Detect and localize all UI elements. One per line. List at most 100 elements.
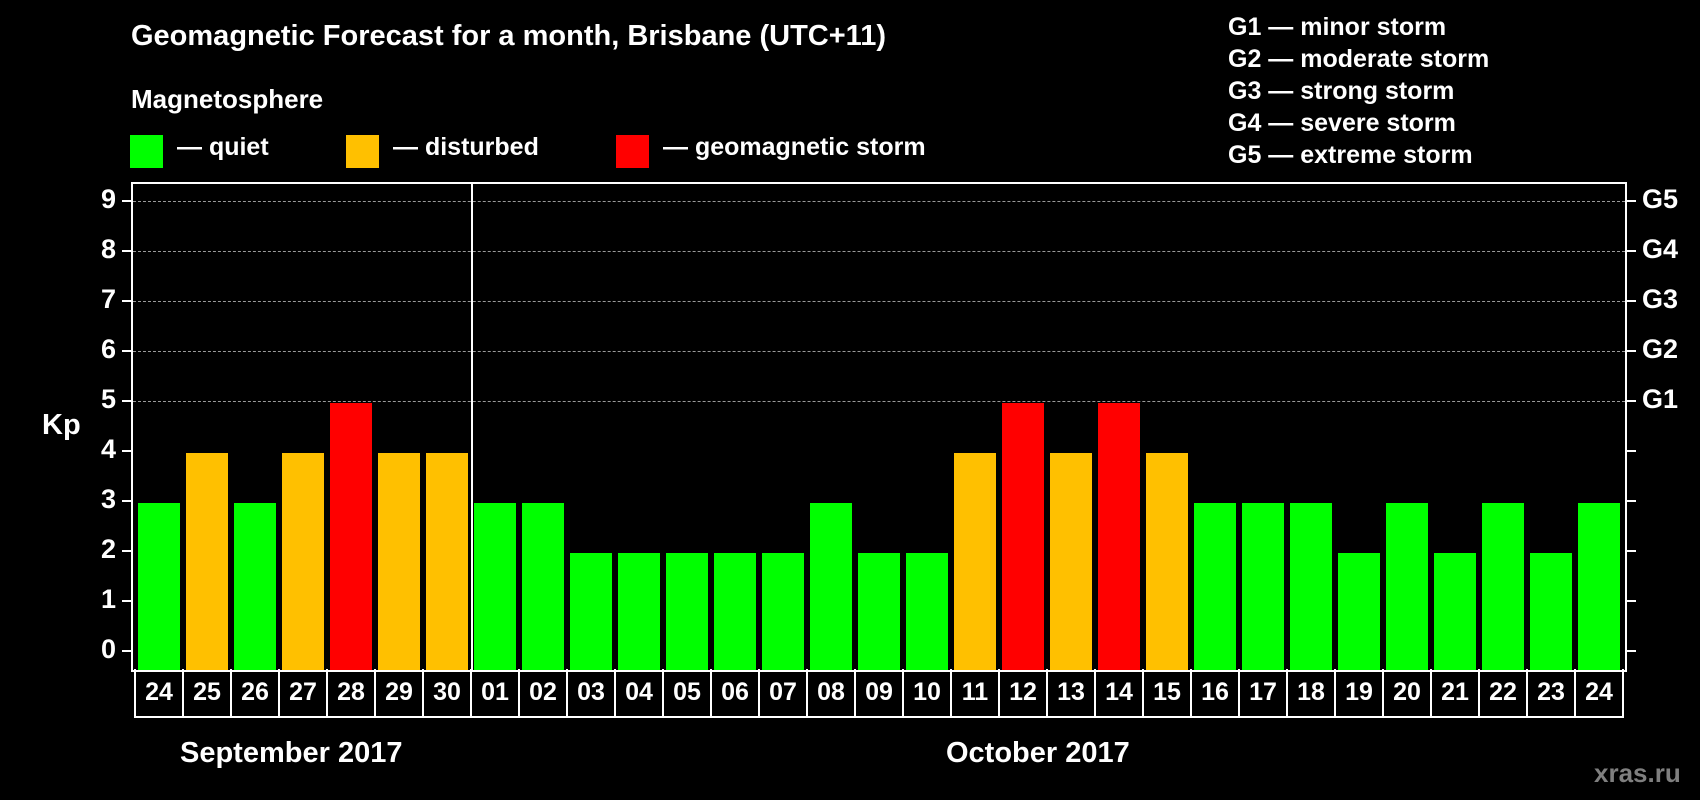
- bar-quiet: [666, 553, 708, 670]
- day-label: 21: [1432, 669, 1480, 716]
- storm-scale-g2: G2 — moderate storm: [1228, 45, 1490, 73]
- day-label: 07: [760, 669, 808, 716]
- legend-swatch-disturbed: [346, 135, 379, 168]
- bar-quiet: [234, 503, 276, 670]
- y-tick-right: [1627, 600, 1636, 602]
- bar-disturbed: [954, 453, 996, 670]
- bar-storm: [330, 403, 372, 670]
- g-scale-label-g5: G5: [1642, 184, 1679, 214]
- gridline-9: [133, 201, 1625, 202]
- legend-label-disturbed: — disturbed: [393, 133, 539, 161]
- y-tick-label: 9: [100, 184, 116, 214]
- y-tick-label: 4: [100, 434, 116, 464]
- day-label: 28: [328, 669, 376, 716]
- y-tick-label: 6: [100, 334, 116, 364]
- legend-swatch-storm: [616, 135, 649, 168]
- y-tick-right: [1627, 500, 1636, 502]
- y-tick: [122, 300, 131, 302]
- bar-quiet: [762, 553, 804, 670]
- gridline-6: [133, 351, 1625, 352]
- bar-storm: [1098, 403, 1140, 670]
- day-label: 05: [664, 669, 712, 716]
- bar-disturbed: [186, 453, 228, 670]
- y-tick-right: [1627, 450, 1636, 452]
- y-tick-label: 2: [100, 534, 116, 564]
- bar-quiet: [1194, 503, 1236, 670]
- y-tick-label: 8: [100, 234, 116, 264]
- y-tick: [122, 550, 131, 552]
- day-label: 17: [1240, 669, 1288, 716]
- y-tick-right: [1627, 300, 1636, 302]
- bar-quiet: [570, 553, 612, 670]
- y-tick-right: [1627, 250, 1636, 252]
- y-tick: [122, 500, 131, 502]
- day-label: 23: [1528, 669, 1576, 716]
- bar-disturbed: [378, 453, 420, 670]
- day-label: 01: [472, 669, 520, 716]
- day-label: 12: [1000, 669, 1048, 716]
- g-scale-label-g1: G1: [1642, 384, 1679, 414]
- bar-quiet: [714, 553, 756, 670]
- g-scale-label-g2: G2: [1642, 334, 1679, 364]
- storm-scale-g3: G3 — strong storm: [1228, 77, 1455, 105]
- month-label-september: September 2017: [180, 737, 403, 769]
- y-tick: [122, 200, 131, 202]
- bar-disturbed: [426, 453, 468, 670]
- y-tick-right: [1627, 550, 1636, 552]
- bar-quiet: [1578, 503, 1620, 670]
- gridline-5: [133, 401, 1625, 402]
- y-tick: [122, 650, 131, 652]
- y-tick-label: 3: [100, 484, 116, 514]
- day-label: 08: [808, 669, 856, 716]
- bar-quiet: [618, 553, 660, 670]
- day-label: 02: [520, 669, 568, 716]
- day-label: 10: [904, 669, 952, 716]
- bar-quiet: [522, 503, 564, 670]
- y-tick: [122, 250, 131, 252]
- y-tick-right: [1627, 650, 1636, 652]
- y-tick: [122, 350, 131, 352]
- day-label: 26: [232, 669, 280, 716]
- bar-disturbed: [282, 453, 324, 670]
- day-label: 24: [1576, 669, 1624, 716]
- y-tick-label: 0: [100, 634, 116, 664]
- bar-quiet: [1386, 503, 1428, 670]
- day-label: 06: [712, 669, 760, 716]
- legend-swatch-quiet: [130, 135, 163, 168]
- bar-quiet: [474, 503, 516, 670]
- x-axis-day-labels: 24 25 26 27 28 29 30 01 02 03 04 05 06 07 08 09 10 11 12 13…: [134, 669, 1624, 718]
- legend-heading: Magnetosphere: [131, 84, 324, 114]
- day-label: 04: [616, 669, 664, 716]
- y-tick-label: 1: [100, 584, 116, 614]
- bar-quiet: [858, 553, 900, 670]
- day-label: 15: [1144, 669, 1192, 716]
- day-label: 11: [952, 669, 1000, 716]
- storm-scale-g1: G1 — minor storm: [1228, 13, 1447, 41]
- month-divider: [471, 184, 473, 670]
- bar-disturbed: [1050, 453, 1092, 670]
- bar-quiet: [1338, 553, 1380, 670]
- y-tick: [122, 400, 131, 402]
- day-label: 16: [1192, 669, 1240, 716]
- legend-label-quiet: — quiet: [177, 133, 269, 161]
- g-scale-label-g4: G4: [1642, 234, 1679, 264]
- y-tick-right: [1627, 200, 1636, 202]
- day-label: 14: [1096, 669, 1144, 716]
- bar-quiet: [138, 503, 180, 670]
- month-label-october: October 2017: [946, 737, 1130, 769]
- y-tick-right: [1627, 350, 1636, 352]
- bar-quiet: [1434, 553, 1476, 670]
- bar-quiet: [810, 503, 852, 670]
- chart-title: Geomagnetic Forecast for a month, Brisba…: [131, 20, 886, 52]
- storm-scale-g4: G4 — severe storm: [1228, 109, 1456, 137]
- day-label: 30: [424, 669, 472, 716]
- storm-scale-g5: G5 — extreme storm: [1228, 141, 1473, 169]
- day-label: 09: [856, 669, 904, 716]
- day-label: 27: [280, 669, 328, 716]
- day-label: 13: [1048, 669, 1096, 716]
- bar-quiet: [1290, 503, 1332, 670]
- y-tick-label: 7: [100, 284, 116, 314]
- day-label: 29: [376, 669, 424, 716]
- bar-storm: [1002, 403, 1044, 670]
- bar-quiet: [1482, 503, 1524, 670]
